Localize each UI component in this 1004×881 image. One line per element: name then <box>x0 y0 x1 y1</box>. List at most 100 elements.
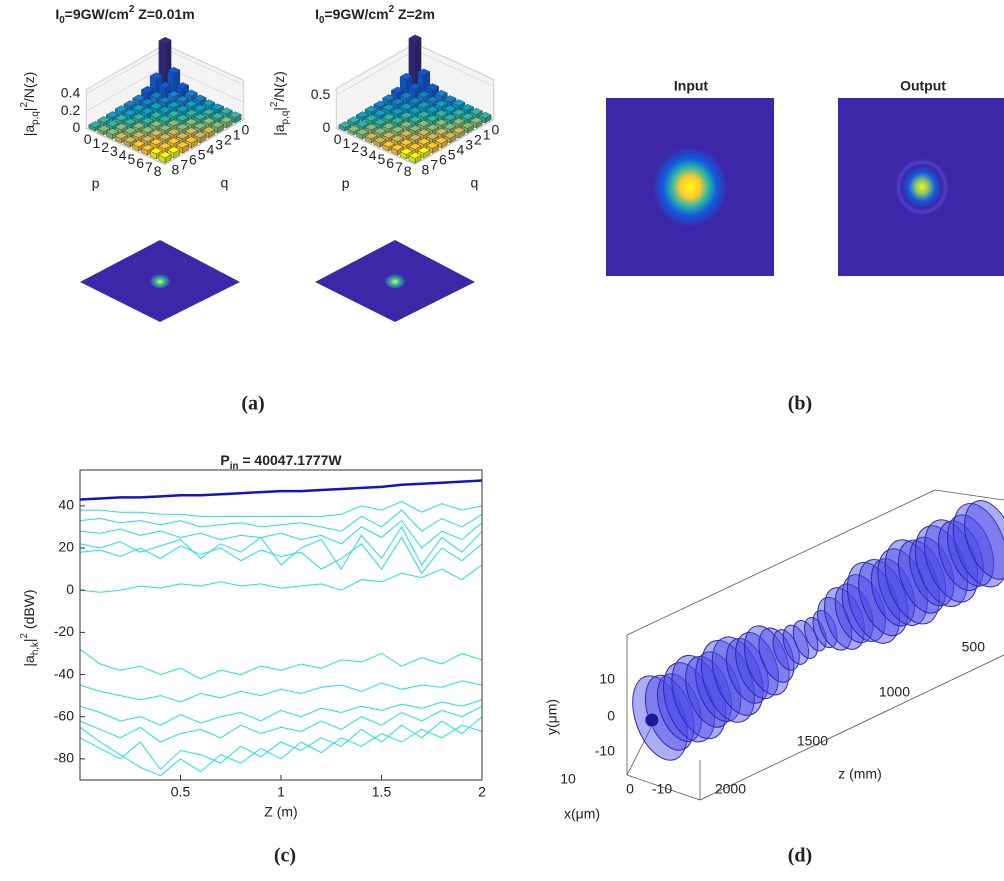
tube-ring <box>877 548 928 626</box>
bar-top <box>184 109 198 117</box>
chart-title-part: = 40047.1777W <box>238 452 342 468</box>
panel-label: (a) <box>241 393 264 415</box>
p-tick-label: 6 <box>136 155 144 171</box>
chart-title-part: =9GW/cm <box>324 6 388 22</box>
bar-top <box>114 114 128 122</box>
bar-top <box>193 94 207 102</box>
tube-ring <box>743 625 790 696</box>
bar-top <box>210 121 225 129</box>
bar-top <box>382 103 396 111</box>
bar-top <box>390 98 405 106</box>
bar-top <box>167 110 181 118</box>
chart-title-part: I <box>315 6 319 22</box>
bar-top <box>175 132 190 140</box>
bar-top <box>158 133 172 141</box>
bar-top <box>219 107 233 115</box>
box-edge <box>626 774 701 801</box>
bar-top <box>373 127 387 135</box>
bar-top <box>382 140 396 148</box>
bar-top <box>158 36 172 44</box>
tube-ring <box>897 539 947 614</box>
bar-top <box>399 102 413 110</box>
y-axis-label-part: 2 <box>19 633 30 638</box>
bar-top <box>425 83 440 91</box>
tube-ring <box>914 525 969 608</box>
q-tick-label: 4 <box>456 142 464 158</box>
bar-top <box>167 66 181 74</box>
bar-top <box>399 72 413 80</box>
bar-top <box>105 128 120 136</box>
bar-top <box>158 115 172 123</box>
bar-top <box>373 118 387 126</box>
bar-top <box>443 113 457 121</box>
bar-top <box>364 105 378 113</box>
bar-top <box>425 96 440 104</box>
bar-top <box>175 105 190 113</box>
bar-top <box>175 82 190 89</box>
q-tick-label: 0 <box>241 122 249 138</box>
y-axis-label-part: h,k <box>30 642 41 655</box>
bar-top <box>347 116 361 124</box>
z-axis-label-part: 2 <box>269 102 280 107</box>
y-axis-label: y(μm) <box>544 699 560 735</box>
p-tick-label: 6 <box>386 155 394 171</box>
y-tick-label: 0 <box>66 581 74 597</box>
bar-top <box>167 137 181 145</box>
bar-top <box>347 125 361 133</box>
z-axis-label: |ap,q|2/N(z) <box>19 72 41 136</box>
bar-top <box>184 127 198 135</box>
z-axis-label-part: p,q <box>280 111 291 125</box>
tube-ring <box>937 520 984 591</box>
bar-top <box>149 129 163 137</box>
bar-top <box>399 91 413 99</box>
bar-top <box>149 111 163 119</box>
q-tick-label: 7 <box>180 157 188 173</box>
y-tick-label: -10 <box>595 743 615 759</box>
bar-top <box>167 128 181 136</box>
bar-top <box>452 117 466 125</box>
bar-top <box>202 126 216 134</box>
bar-top <box>202 108 216 116</box>
tube-ring <box>735 632 779 700</box>
p-tick-label: 0 <box>84 131 92 147</box>
bar-top <box>417 146 431 154</box>
bar-top <box>123 118 137 126</box>
chart-title-part: 0 <box>59 15 65 26</box>
q-tick-label: 6 <box>189 152 197 168</box>
bar-top <box>408 115 422 123</box>
bar-top <box>105 111 120 118</box>
tube-ring <box>758 627 795 683</box>
q-tick-label: 5 <box>448 147 456 163</box>
x-axis-label: x(μm) <box>564 806 600 822</box>
bar-top <box>364 114 378 122</box>
panel-label: (b) <box>788 393 812 415</box>
chart-title: I0=9GW/cm2 Z=2m <box>315 4 435 26</box>
bar-top <box>373 100 387 108</box>
bar-top <box>114 105 128 113</box>
chart-title-part: =9GW/cm <box>65 6 129 22</box>
p-tick-label: 5 <box>127 151 135 167</box>
tube-ring <box>700 639 755 723</box>
bar-top <box>382 131 396 139</box>
q-tick-label: 7 <box>430 157 438 173</box>
chart-title: I0=9GW/cm2 Z=0.01m <box>55 4 194 26</box>
z-axis-label-part: | <box>21 108 37 112</box>
bar-top <box>210 103 225 111</box>
bar-top <box>140 117 155 125</box>
bar-top <box>123 100 137 108</box>
q-tick-label: 3 <box>465 137 473 153</box>
p-tick-label: 3 <box>360 143 368 159</box>
bar-top <box>373 136 387 144</box>
bar-top <box>193 104 207 112</box>
bar-top <box>140 107 155 115</box>
p-tick-label: 2 <box>351 139 359 155</box>
box-edge <box>626 489 936 636</box>
y-axis-label-part: (dBW) <box>21 589 37 633</box>
q-tick-label: 4 <box>206 142 214 158</box>
x-axis-label: p <box>92 175 100 191</box>
bar-top <box>202 99 216 107</box>
q-tick-label: 0 <box>491 122 499 138</box>
y-tick-label: 40 <box>58 497 74 513</box>
q-tick-label: 1 <box>483 127 491 143</box>
p-tick-label: 7 <box>145 159 153 175</box>
